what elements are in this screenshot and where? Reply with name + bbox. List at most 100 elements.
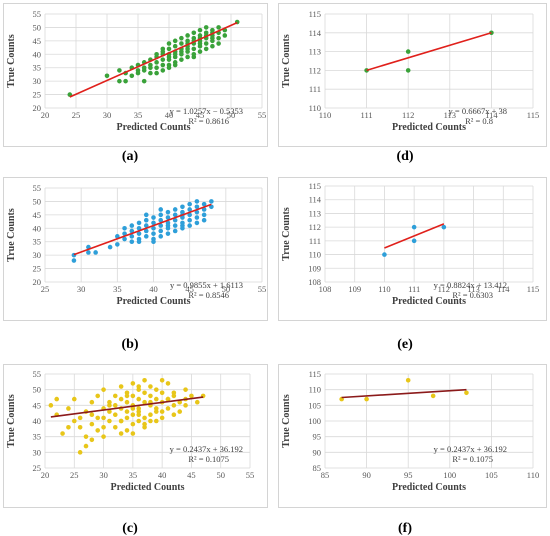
data-point [130, 421, 136, 427]
y-axis-title: True Counts [6, 394, 17, 448]
x-tick-label: 40 [158, 470, 167, 480]
data-point [172, 62, 178, 68]
x-axis-title: Predicted Counts [392, 296, 466, 307]
y-tick-label: 55 [33, 9, 42, 19]
chart-panel-6: 85 90 95 100 105 110 85 90 95 100 105 110 115 Predict… [278, 364, 547, 536]
data-point [187, 201, 192, 207]
data-point [71, 396, 77, 402]
data-point [129, 73, 135, 79]
y-tick-label: 45 [33, 400, 42, 410]
data-point [122, 236, 127, 242]
y-tick-label: 115 [309, 9, 321, 19]
data-point [191, 54, 197, 60]
chart-panel-3: 25 30 35 40 45 50 552025303540455055Predicted … [3, 177, 268, 352]
trend-r-squared: R² = 0.8616 [188, 116, 229, 126]
data-point [136, 396, 142, 402]
data-point [115, 242, 120, 247]
data-point [112, 412, 118, 418]
y-tick-label: 100 [308, 416, 321, 426]
x-tick-label: 105 [485, 470, 498, 480]
x-tick-label: 100 [443, 470, 456, 480]
data-point [89, 421, 95, 427]
data-point [179, 57, 184, 62]
y-tick-label: 110 [309, 385, 321, 395]
data-point [112, 393, 118, 399]
x-axis-title: Predicted Counts [392, 122, 466, 133]
data-point [153, 396, 159, 402]
y-tick-label: 25 [33, 264, 42, 274]
y-tick-label: 114 [309, 195, 322, 205]
data-point [124, 393, 130, 399]
data-point [71, 418, 77, 424]
x-tick-label: 110 [378, 284, 390, 294]
chart-panel-1: 20 25 30 35 40 45 50 55 20 25 30 35 40 45 50 55 Predicte… [3, 3, 268, 164]
y-axis-title: True Counts [281, 394, 292, 448]
data-point [141, 68, 147, 73]
data-point [172, 207, 178, 212]
data-point [130, 431, 136, 436]
data-point [197, 27, 203, 33]
data-point [71, 258, 77, 263]
data-point [101, 415, 106, 421]
y-tick-label: 112 [309, 65, 321, 75]
data-point [405, 377, 411, 383]
y-tick-label: 20 [33, 103, 42, 113]
x-tick-label: 30 [77, 284, 86, 294]
y-tick-label: 25 [33, 90, 42, 100]
data-point [151, 239, 156, 245]
data-point [158, 234, 164, 239]
data-point [158, 228, 164, 234]
data-point [160, 49, 166, 54]
data-point [142, 415, 147, 421]
data-point [151, 215, 156, 220]
data-point [203, 46, 209, 52]
data-point [95, 393, 101, 399]
chart-frame [3, 364, 268, 508]
data-point [151, 231, 156, 236]
data-point [177, 409, 183, 414]
data-point [129, 234, 135, 239]
data-point [180, 204, 185, 210]
data-point [136, 225, 142, 231]
x-tick-label: 25 [70, 470, 79, 480]
y-tick-label: 25 [33, 463, 42, 473]
x-tick-label: 95 [404, 470, 413, 480]
x-tick-label: 35 [129, 470, 138, 480]
data-point [179, 49, 184, 54]
data-point [165, 209, 171, 215]
data-point [187, 207, 192, 212]
y-tick-label: 30 [33, 76, 42, 86]
y-tick-label: 35 [33, 237, 42, 247]
y-tick-label: 105 [308, 400, 321, 410]
x-tick-label: 25 [72, 110, 81, 120]
data-point [191, 30, 197, 36]
data-point [124, 409, 130, 414]
data-point [172, 212, 178, 218]
data-point [203, 41, 209, 46]
x-tick-label: 110 [527, 470, 539, 480]
x-tick-label: 112 [438, 284, 450, 294]
data-point [171, 390, 177, 396]
trendline [384, 223, 445, 249]
y-tick-label: 114 [309, 28, 322, 38]
chart-frame [278, 3, 547, 147]
x-tick-label: 111 [408, 284, 420, 294]
data-point [154, 51, 159, 57]
data-point [194, 199, 200, 204]
data-point [107, 403, 112, 408]
data-point [160, 62, 166, 68]
y-tick-label: 109 [308, 263, 321, 273]
data-point [405, 49, 411, 54]
data-point [130, 381, 136, 386]
panel-label: (d) [396, 149, 413, 164]
data-point [118, 384, 124, 389]
data-point [54, 396, 60, 402]
data-point [159, 415, 165, 421]
data-point [123, 78, 128, 84]
trendline [50, 396, 204, 418]
y-tick-label: 40 [33, 49, 42, 59]
data-point [159, 390, 165, 396]
data-point [180, 223, 185, 228]
data-point [66, 406, 71, 411]
y-tick-label: 30 [33, 447, 42, 457]
